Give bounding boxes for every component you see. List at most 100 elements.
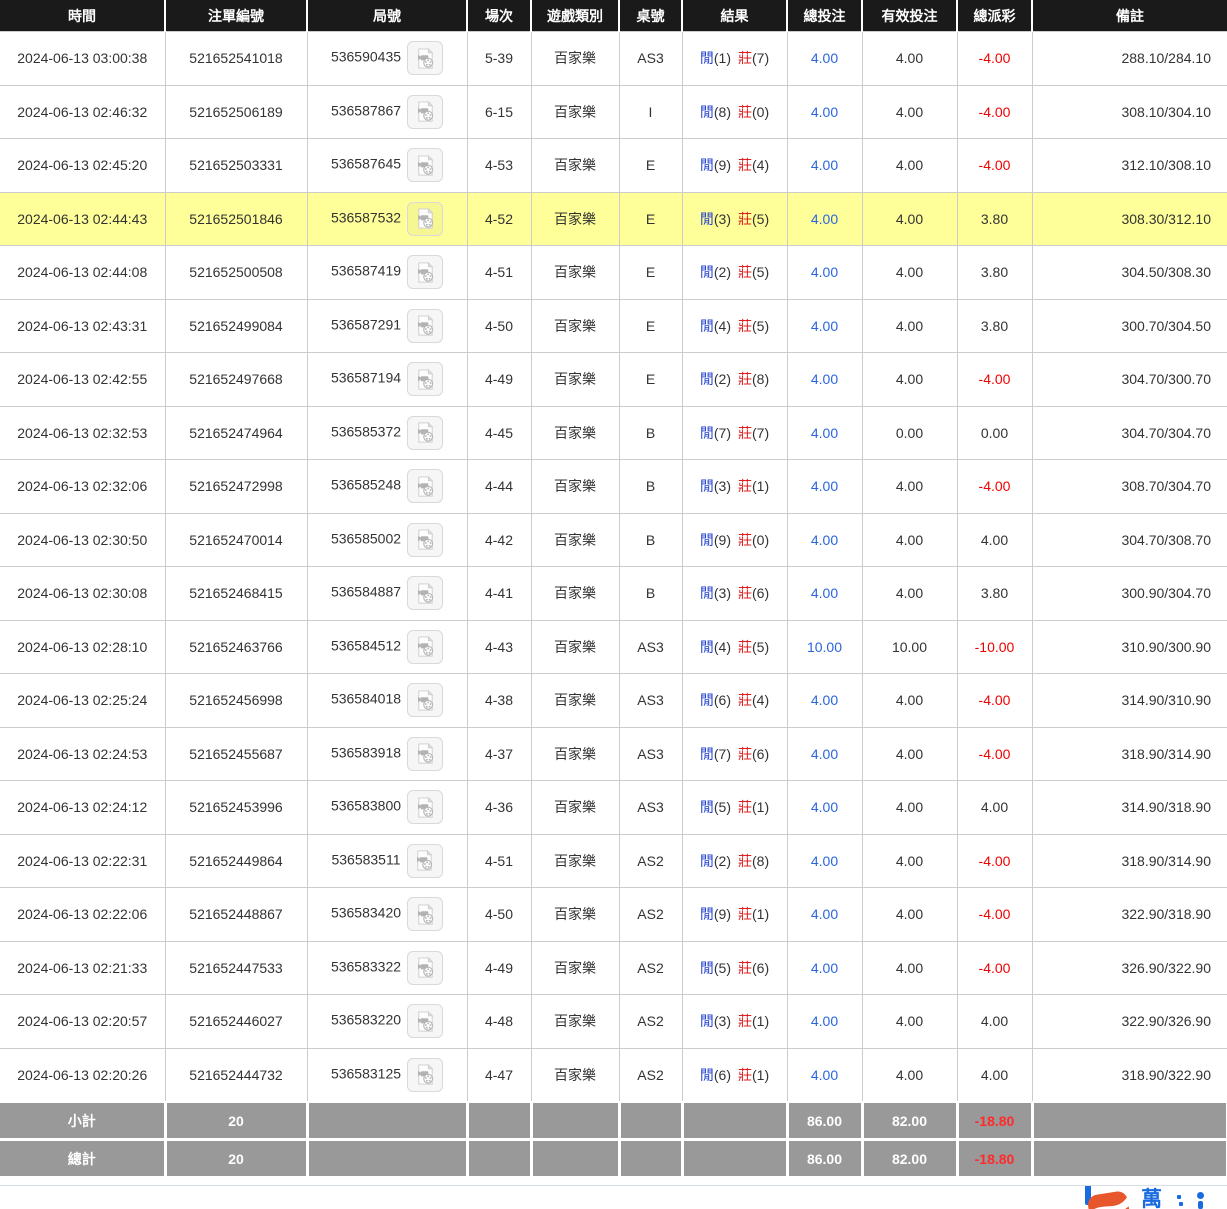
cell-bet-id: 521652506189 (164, 84, 308, 139)
video-replay-button[interactable] (407, 308, 444, 343)
banker-result-label: 莊 (738, 103, 752, 120)
cell-total-bet: 4.00 (786, 245, 863, 300)
cell-session: 4-42 (466, 512, 532, 567)
player-result-label: 閒 (699, 478, 714, 495)
banker-score: (7) (752, 424, 770, 441)
round-number: 536587194 (330, 369, 402, 386)
brand-logo-icon (1085, 1188, 1133, 1209)
video-replay-button[interactable] (407, 148, 444, 183)
video-replay-button[interactable] (407, 94, 444, 129)
player-score: (3) (713, 1013, 731, 1030)
cell-time: 2024-06-13 02:22:06 (0, 887, 166, 942)
cell-total-bet: 4.00 (786, 1047, 863, 1103)
cell-session: 4-52 (466, 191, 532, 246)
cell-round-id: 536583322 (306, 940, 468, 995)
cell-total-bet: 4.00 (786, 191, 863, 246)
banker-score: (6) (752, 959, 770, 976)
cell-round-id: 536583511 (306, 833, 468, 888)
cell-payout: -4.00 (956, 138, 1033, 193)
col-header-remark: 備註 (1031, 0, 1227, 32)
grand-total-payout: -18.80 (955, 1138, 1032, 1176)
video-replay-button[interactable] (406, 843, 443, 878)
video-replay-button[interactable] (407, 576, 444, 611)
video-replay-button[interactable] (407, 415, 444, 450)
cell-result: 閒(5) 莊(6) (681, 940, 788, 995)
grand-total-total-bet: 86.00 (785, 1138, 862, 1176)
video-replay-button[interactable] (407, 629, 444, 664)
empty-cell (1030, 1101, 1227, 1140)
video-replay-button[interactable] (407, 41, 444, 76)
player-result-label: 閒 (699, 50, 714, 67)
cell-game-type: 百家樂 (530, 780, 620, 835)
cell-table-no: E (618, 352, 683, 407)
banker-score: (1) (752, 478, 770, 495)
cell-bet-id: 521652500508 (164, 245, 308, 300)
table-row: 2024-06-13 02:45:20 521652503331 5365876… (0, 138, 1227, 193)
banker-score: (4) (752, 692, 770, 709)
cell-bet-id: 521652453996 (164, 780, 308, 835)
round-number: 536585002 (330, 530, 402, 547)
video-replay-button[interactable] (407, 736, 444, 771)
banker-result-label: 莊 (738, 585, 752, 602)
cell-payout: -4.00 (956, 887, 1033, 942)
cell-result: 閒(6) 莊(1) (681, 1047, 788, 1103)
video-file-icon (417, 208, 433, 229)
player-score: (7) (713, 745, 731, 762)
video-replay-button[interactable] (407, 255, 444, 290)
player-score: (6) (713, 692, 731, 709)
cell-payout: -4.00 (956, 673, 1033, 728)
cell-total-bet: 4.00 (786, 940, 863, 995)
cell-time: 2024-06-13 03:00:38 (0, 31, 166, 86)
cell-total-bet: 10.00 (786, 619, 863, 674)
video-replay-button[interactable] (407, 201, 444, 236)
empty-cell (617, 1138, 682, 1176)
table-row: 2024-06-13 02:21:33 521652447533 5365833… (0, 940, 1227, 995)
video-replay-button[interactable] (407, 362, 444, 397)
cell-time: 2024-06-13 02:25:24 (0, 673, 166, 728)
player-result-label: 閒 (699, 264, 714, 281)
subtotal-row: 小計 20 86.00 82.00 -18.80 (0, 1101, 1227, 1140)
table-row: 2024-06-13 02:22:06 521652448867 5365834… (0, 887, 1227, 942)
player-score: (7) (713, 424, 731, 441)
cell-payout: -4.00 (956, 726, 1033, 781)
cell-game-type: 百家樂 (530, 84, 620, 139)
video-replay-button[interactable] (407, 469, 444, 504)
cell-valid-bet: 4.00 (861, 138, 958, 193)
video-file-icon (417, 529, 433, 550)
cell-round-id: 536585248 (306, 459, 468, 514)
banker-score: (0) (752, 103, 770, 120)
video-replay-button[interactable] (407, 1057, 444, 1092)
video-replay-button[interactable] (407, 897, 444, 932)
cell-result: 閒(3) 莊(1) (681, 994, 788, 1049)
video-file-icon (417, 1010, 433, 1032)
video-replay-button[interactable] (407, 790, 444, 825)
cell-result: 閒(3) 莊(5) (681, 191, 788, 246)
player-result-label: 閒 (699, 745, 714, 762)
cell-round-id: 536583420 (306, 887, 468, 942)
banker-score: (7) (752, 50, 770, 67)
cell-game-type: 百家樂 (530, 138, 620, 193)
video-replay-button[interactable] (407, 950, 444, 985)
video-replay-button[interactable] (407, 683, 444, 718)
col-header-payout: 總派彩 (956, 0, 1032, 32)
cell-payout: 3.80 (956, 566, 1033, 621)
player-score: (9) (713, 531, 731, 548)
cell-time: 2024-06-13 02:30:08 (0, 566, 166, 621)
player-result-label: 閒 (699, 638, 714, 655)
cell-payout: 4.00 (956, 994, 1033, 1049)
cell-table-no: AS2 (618, 940, 683, 995)
banker-score: (4) (752, 157, 770, 174)
cell-bet-id: 521652455687 (164, 726, 308, 781)
video-replay-button[interactable] (407, 522, 444, 557)
round-number: 536587291 (330, 316, 402, 333)
banker-result-label: 莊 (738, 638, 752, 655)
cell-time: 2024-06-13 02:20:26 (0, 1047, 166, 1103)
cell-table-no: I (618, 84, 683, 139)
video-replay-button[interactable] (407, 1004, 444, 1039)
cell-time: 2024-06-13 02:43:31 (0, 298, 166, 353)
cell-payout: 4.00 (956, 512, 1033, 567)
cell-table-no: B (618, 566, 683, 621)
cell-round-id: 536584887 (306, 566, 468, 621)
cell-valid-bet: 4.00 (861, 512, 958, 567)
